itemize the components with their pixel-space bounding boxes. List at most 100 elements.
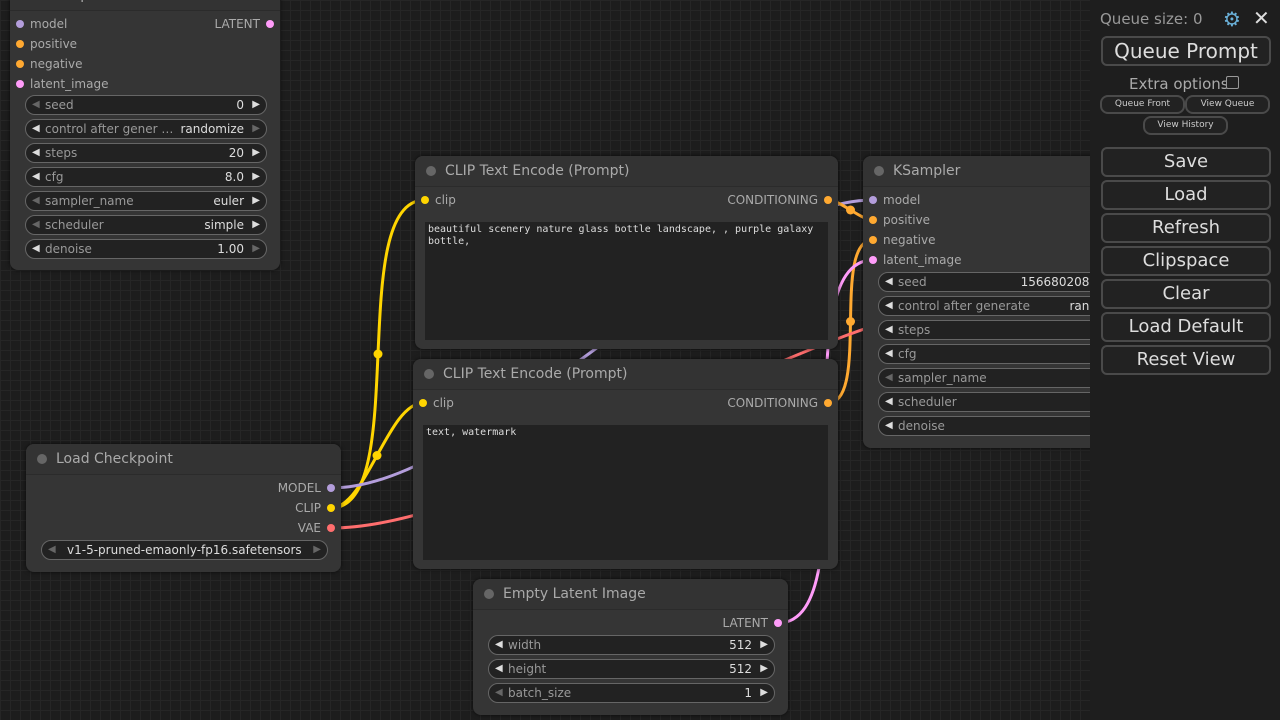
queue-front-button[interactable]: Queue Front xyxy=(1100,95,1185,114)
decrement-arrow-icon[interactable]: ◀ xyxy=(32,195,40,206)
load-button[interactable]: Load xyxy=(1101,180,1271,210)
slot-dot-icon[interactable] xyxy=(869,256,877,264)
node-title[interactable]: Empty Latent Image xyxy=(473,579,788,610)
node-title[interactable]: CLIP Text Encode (Prompt) xyxy=(413,359,838,390)
slot-dot-icon[interactable] xyxy=(266,20,274,28)
output-slot-VAE[interactable]: VAE xyxy=(298,518,341,538)
increment-arrow-icon[interactable]: ▶ xyxy=(313,544,321,555)
reset-view-button[interactable]: Reset View xyxy=(1101,345,1271,375)
slot-dot-icon[interactable] xyxy=(421,196,429,204)
decrement-arrow-icon[interactable]: ◀ xyxy=(885,324,893,335)
prompt-textarea[interactable]: text, watermark xyxy=(423,425,828,560)
widget-denoise[interactable]: ◀denoise▶ xyxy=(878,416,1120,436)
view-history-button[interactable]: View History xyxy=(1143,116,1228,135)
input-slot-clip[interactable]: clip xyxy=(415,190,456,210)
input-slot-positive[interactable]: positive xyxy=(10,34,77,54)
node-collapse-dot[interactable] xyxy=(37,454,47,464)
widget-scheduler[interactable]: ◀ scheduler simple ▶ xyxy=(25,215,267,235)
output-slot-LATENT[interactable]: LATENT xyxy=(723,613,788,633)
increment-arrow-icon[interactable]: ▶ xyxy=(252,171,260,182)
view-queue-button[interactable]: View Queue xyxy=(1185,95,1270,114)
node-collapse-dot[interactable] xyxy=(424,369,434,379)
widget-steps[interactable]: ◀ steps 20 ▶ xyxy=(25,143,267,163)
output-slot-CONDITIONING[interactable]: CONDITIONING xyxy=(727,393,838,413)
increment-arrow-icon[interactable]: ▶ xyxy=(252,219,260,230)
ksampler-left-node[interactable]: KSampler model positive negative latent_imag… xyxy=(10,0,280,270)
decrement-arrow-icon[interactable]: ◀ xyxy=(32,123,40,134)
increment-arrow-icon[interactable]: ▶ xyxy=(760,687,768,698)
widget-sampler_name[interactable]: ◀sampler_name▶ xyxy=(878,368,1120,388)
slot-dot-icon[interactable] xyxy=(824,399,832,407)
save-button[interactable]: Save xyxy=(1101,147,1271,177)
link-center-marker[interactable] xyxy=(373,349,383,359)
widget-denoise[interactable]: ◀ denoise 1.00 ▶ xyxy=(25,239,267,259)
load-default-button[interactable]: Load Default xyxy=(1101,312,1271,342)
slot-dot-icon[interactable] xyxy=(774,619,782,627)
increment-arrow-icon[interactable]: ▶ xyxy=(760,663,768,674)
empty-latent-image-node[interactable]: Empty Latent Image LATENT ◀ width 512 ▶ ◀ heigh… xyxy=(473,579,788,715)
increment-arrow-icon[interactable]: ▶ xyxy=(252,99,260,110)
widget-width[interactable]: ◀ width 512 ▶ xyxy=(488,635,775,655)
decrement-arrow-icon[interactable]: ◀ xyxy=(48,544,56,555)
queue-prompt-button[interactable]: Queue Prompt xyxy=(1101,36,1271,66)
node-title[interactable]: CLIP Text Encode (Prompt) xyxy=(415,156,838,187)
widget-cfg[interactable]: ◀cfg▶ xyxy=(878,344,1120,364)
slot-dot-icon[interactable] xyxy=(16,60,24,68)
input-slot-positive[interactable]: positive xyxy=(863,210,930,230)
clip-text-encode-positive-node[interactable]: CLIP Text Encode (Prompt) clip CONDITIONIN… xyxy=(415,156,838,349)
input-slot-negative[interactable]: negative xyxy=(10,54,82,74)
input-slot-model[interactable]: model xyxy=(863,190,920,210)
widget-cfg[interactable]: ◀ cfg 8.0 ▶ xyxy=(25,167,267,187)
input-slot-latent_image[interactable]: latent_image xyxy=(10,74,108,94)
decrement-arrow-icon[interactable]: ◀ xyxy=(885,420,893,431)
slot-dot-icon[interactable] xyxy=(419,399,427,407)
decrement-arrow-icon[interactable]: ◀ xyxy=(32,243,40,254)
increment-arrow-icon[interactable]: ▶ xyxy=(252,195,260,206)
load-checkpoint-node[interactable]: Load Checkpoint MODEL CLIP VAE ◀ v1-5-pruned-… xyxy=(26,444,341,572)
link-center-marker[interactable] xyxy=(846,317,855,326)
input-slot-latent_image[interactable]: latent_image xyxy=(863,250,961,270)
widget-steps[interactable]: ◀steps▶ xyxy=(878,320,1120,340)
increment-arrow-icon[interactable]: ▶ xyxy=(760,639,768,650)
slot-dot-icon[interactable] xyxy=(327,504,335,512)
increment-arrow-icon[interactable]: ▶ xyxy=(252,147,260,158)
clipspace-button[interactable]: Clipspace xyxy=(1101,246,1271,276)
extra-options-checkbox[interactable] xyxy=(1226,76,1239,89)
output-slot-CONDITIONING[interactable]: CONDITIONING xyxy=(727,190,838,210)
node-collapse-dot[interactable] xyxy=(874,166,884,176)
widget-batch_size[interactable]: ◀ batch_size 1 ▶ xyxy=(488,683,775,703)
slot-dot-icon[interactable] xyxy=(869,236,877,244)
decrement-arrow-icon[interactable]: ◀ xyxy=(32,99,40,110)
decrement-arrow-icon[interactable]: ◀ xyxy=(885,372,893,383)
refresh-button[interactable]: Refresh xyxy=(1101,213,1271,243)
clip-text-encode-negative-node[interactable]: CLIP Text Encode (Prompt) clip CONDITIONIN… xyxy=(413,359,838,569)
node-collapse-dot[interactable] xyxy=(426,166,436,176)
link-center-marker[interactable] xyxy=(372,451,382,460)
close-icon[interactable]: ✕ xyxy=(1253,6,1270,30)
input-slot-clip[interactable]: clip xyxy=(413,393,454,413)
slot-dot-icon[interactable] xyxy=(327,484,335,492)
slot-dot-icon[interactable] xyxy=(869,216,877,224)
prompt-textarea[interactable]: beautiful scenery nature glass bottle la… xyxy=(425,222,828,340)
widget-controlaftergener[interactable]: ◀ control after gener … randomize ▶ xyxy=(25,119,267,139)
decrement-arrow-icon[interactable]: ◀ xyxy=(885,396,893,407)
decrement-arrow-icon[interactable]: ◀ xyxy=(32,147,40,158)
decrement-arrow-icon[interactable]: ◀ xyxy=(495,687,503,698)
input-slot-model[interactable]: model xyxy=(10,14,67,34)
increment-arrow-icon[interactable]: ▶ xyxy=(252,243,260,254)
input-slot-negative[interactable]: negative xyxy=(863,230,935,250)
decrement-arrow-icon[interactable]: ◀ xyxy=(495,663,503,674)
output-slot-CLIP[interactable]: CLIP xyxy=(295,498,341,518)
gear-icon[interactable]: ⚙ xyxy=(1223,7,1241,31)
slot-dot-icon[interactable] xyxy=(16,40,24,48)
widget-ckpt_name[interactable]: ◀ v1-5-pruned-emaonly-fp16.safetensors ▶ xyxy=(41,540,328,560)
output-slot-MODEL[interactable]: MODEL xyxy=(278,478,341,498)
output-slot-LATENT[interactable]: LATENT xyxy=(215,14,280,34)
link-center-marker[interactable] xyxy=(846,205,855,215)
slot-dot-icon[interactable] xyxy=(16,80,24,88)
decrement-arrow-icon[interactable]: ◀ xyxy=(495,639,503,650)
decrement-arrow-icon[interactable]: ◀ xyxy=(32,171,40,182)
node-title[interactable]: KSampler xyxy=(10,0,280,11)
